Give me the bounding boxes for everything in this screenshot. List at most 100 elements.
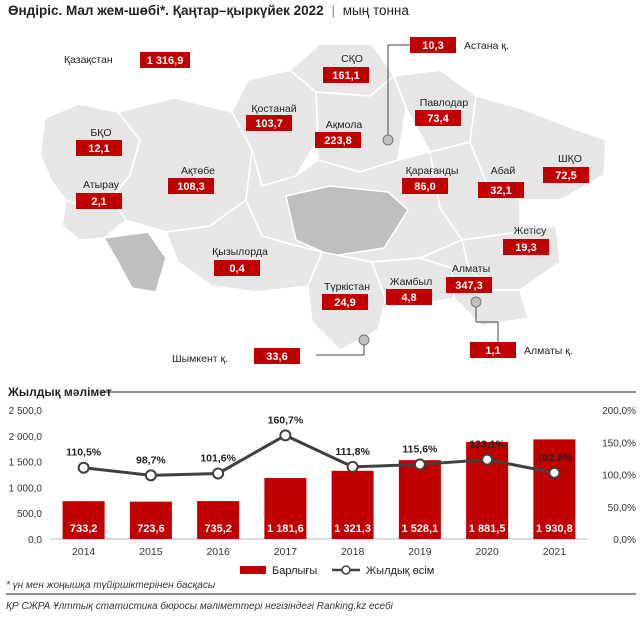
legend-line-label: Жылдық өсім bbox=[366, 565, 434, 577]
region-abay: Абай 32,1 bbox=[478, 165, 524, 198]
x-tick-label: 2020 bbox=[475, 546, 499, 558]
region-value-box bbox=[410, 37, 456, 53]
y-right-tick: 50,0% bbox=[608, 503, 636, 514]
region-value: 0,4 bbox=[229, 263, 245, 275]
region-value-box bbox=[322, 294, 368, 310]
region-kyzylorda: Қызылорда 0,4 bbox=[212, 246, 268, 276]
region-value: 4,8 bbox=[401, 292, 416, 304]
region-bko: БҚО 12,1 bbox=[76, 127, 122, 156]
region-label: Астана қ. bbox=[464, 40, 509, 52]
region-value-box bbox=[315, 132, 361, 148]
region-label: Абай bbox=[491, 165, 516, 177]
y-left-tick: 1 000,0 bbox=[9, 483, 43, 494]
astana-marker bbox=[382, 134, 394, 146]
region-aktobe: Ақтөбе 108,3 bbox=[168, 165, 215, 194]
y-left-tick: 0,0 bbox=[28, 535, 42, 546]
bar-2016 bbox=[197, 501, 240, 539]
title-text: Өндіріс. Мал жем-шөбі*. Қаңтар–қыркүйек … bbox=[8, 3, 324, 18]
legend-bar-swatch bbox=[240, 566, 266, 574]
region-label: Алматы қ. bbox=[524, 345, 573, 357]
region-value: 19,3 bbox=[515, 242, 536, 254]
y-left-tick: 1 500,0 bbox=[9, 458, 43, 469]
y-right-tick: 200,0% bbox=[602, 406, 636, 417]
region-value: 72,5 bbox=[555, 170, 576, 182]
annual-chart: 0,0 500,0 1 000,0 1 500,0 2 000,0 2 500,0 0,0%… bbox=[9, 406, 636, 558]
region-value-box bbox=[76, 140, 122, 156]
region-value: 1 316,9 bbox=[147, 55, 184, 67]
region-value: 73,4 bbox=[427, 113, 449, 125]
bar-value-label: 723,6 bbox=[137, 523, 165, 535]
region-sko: СҚО 161,1 bbox=[323, 53, 369, 83]
region-zhambyl: Жамбыл 4,8 bbox=[386, 276, 432, 305]
region-label: Жамбыл bbox=[390, 276, 432, 288]
region-vko: ШҚО 72,5 bbox=[543, 153, 589, 183]
region-zhetisu: Жетісу 19,3 bbox=[503, 225, 549, 255]
region-value-box bbox=[168, 178, 214, 194]
region-shape-ulytau bbox=[285, 185, 409, 257]
growth-point-2018 bbox=[346, 460, 359, 473]
city-markers bbox=[316, 44, 499, 356]
region-value: 347,3 bbox=[455, 280, 483, 292]
region-value-box bbox=[402, 178, 448, 194]
bar-value-label: 1 321,3 bbox=[334, 523, 371, 535]
growth-value-label: 102,6% bbox=[537, 452, 573, 464]
region-label: Жетісу bbox=[514, 225, 547, 237]
y-left-tick: 500,0 bbox=[17, 509, 42, 520]
region-label: Ақмола bbox=[326, 119, 363, 131]
region-value: 33,6 bbox=[266, 351, 287, 363]
x-tick-label: 2017 bbox=[274, 546, 298, 558]
y-left-tick: 2 000,0 bbox=[9, 432, 43, 443]
region-akmola: Ақмола 223,8 bbox=[315, 119, 362, 148]
growth-point-2019 bbox=[413, 458, 426, 471]
region-label: Ақтөбе bbox=[181, 165, 215, 177]
bar-2015 bbox=[129, 501, 172, 539]
region-label: Атырау bbox=[83, 179, 120, 191]
region-value: 2,1 bbox=[91, 196, 106, 208]
region-value: 1,1 bbox=[485, 345, 500, 357]
bar-value-label: 733,2 bbox=[70, 523, 98, 535]
region-label: Түркістан bbox=[324, 281, 370, 293]
region-value-box bbox=[214, 260, 260, 276]
region-label: Шымкент қ. bbox=[172, 353, 228, 365]
bar-value-label: 1 930,8 bbox=[536, 523, 573, 535]
y-left-tick: 2 500,0 bbox=[9, 406, 43, 417]
region-value-box bbox=[478, 182, 524, 198]
almaty-city-marker bbox=[470, 296, 482, 308]
bar-2017 bbox=[264, 478, 307, 539]
region-shape-mangystau bbox=[102, 231, 167, 293]
title-unit: мың тонна bbox=[342, 3, 409, 18]
bar-value-label: 735,2 bbox=[204, 523, 232, 535]
region-value-box bbox=[246, 115, 292, 131]
growth-point-2015 bbox=[144, 469, 157, 482]
growth-value-label: 98,7% bbox=[136, 454, 166, 466]
region-value-box bbox=[386, 289, 432, 305]
growth-point-2017 bbox=[279, 429, 292, 442]
legend-line-marker bbox=[341, 565, 351, 575]
region-value-box bbox=[254, 348, 300, 364]
y-right-tick: 0,0% bbox=[613, 535, 636, 546]
bar-value-label: 1 181,6 bbox=[267, 523, 304, 535]
growth-value-label: 111,8% bbox=[335, 446, 370, 458]
growth-value-label: 101,6% bbox=[200, 452, 236, 464]
region-turkistan: Түркістан 24,9 bbox=[322, 281, 370, 310]
growth-value-label: 123,1% bbox=[469, 439, 505, 451]
title-separator: | bbox=[331, 3, 335, 18]
region-astana: Астана қ. 10,3 bbox=[410, 37, 509, 53]
region-value-box bbox=[140, 52, 190, 68]
region-value: 161,1 bbox=[332, 70, 360, 82]
region-value: 86,0 bbox=[414, 181, 435, 193]
footnote: * үн мен жоңышқа түйіршіктерінен басқасы bbox=[6, 580, 216, 591]
region-value-box bbox=[415, 110, 461, 126]
region-label: Алматы bbox=[452, 263, 490, 275]
bar-2021 bbox=[533, 439, 576, 539]
region-value: 223,8 bbox=[324, 135, 352, 147]
region-value-box bbox=[76, 193, 122, 209]
region-almaty-c: Алматы қ. 1,1 bbox=[470, 342, 573, 358]
x-tick-label: 2019 bbox=[408, 546, 432, 558]
bar-2019 bbox=[398, 460, 441, 539]
page-title: Өндіріс. Мал жем-шөбі*. Қаңтар–қыркүйек … bbox=[8, 3, 409, 18]
growth-point-2020 bbox=[481, 453, 494, 466]
region-label: Қазақстан bbox=[64, 54, 113, 66]
growth-point-2016 bbox=[212, 467, 225, 480]
